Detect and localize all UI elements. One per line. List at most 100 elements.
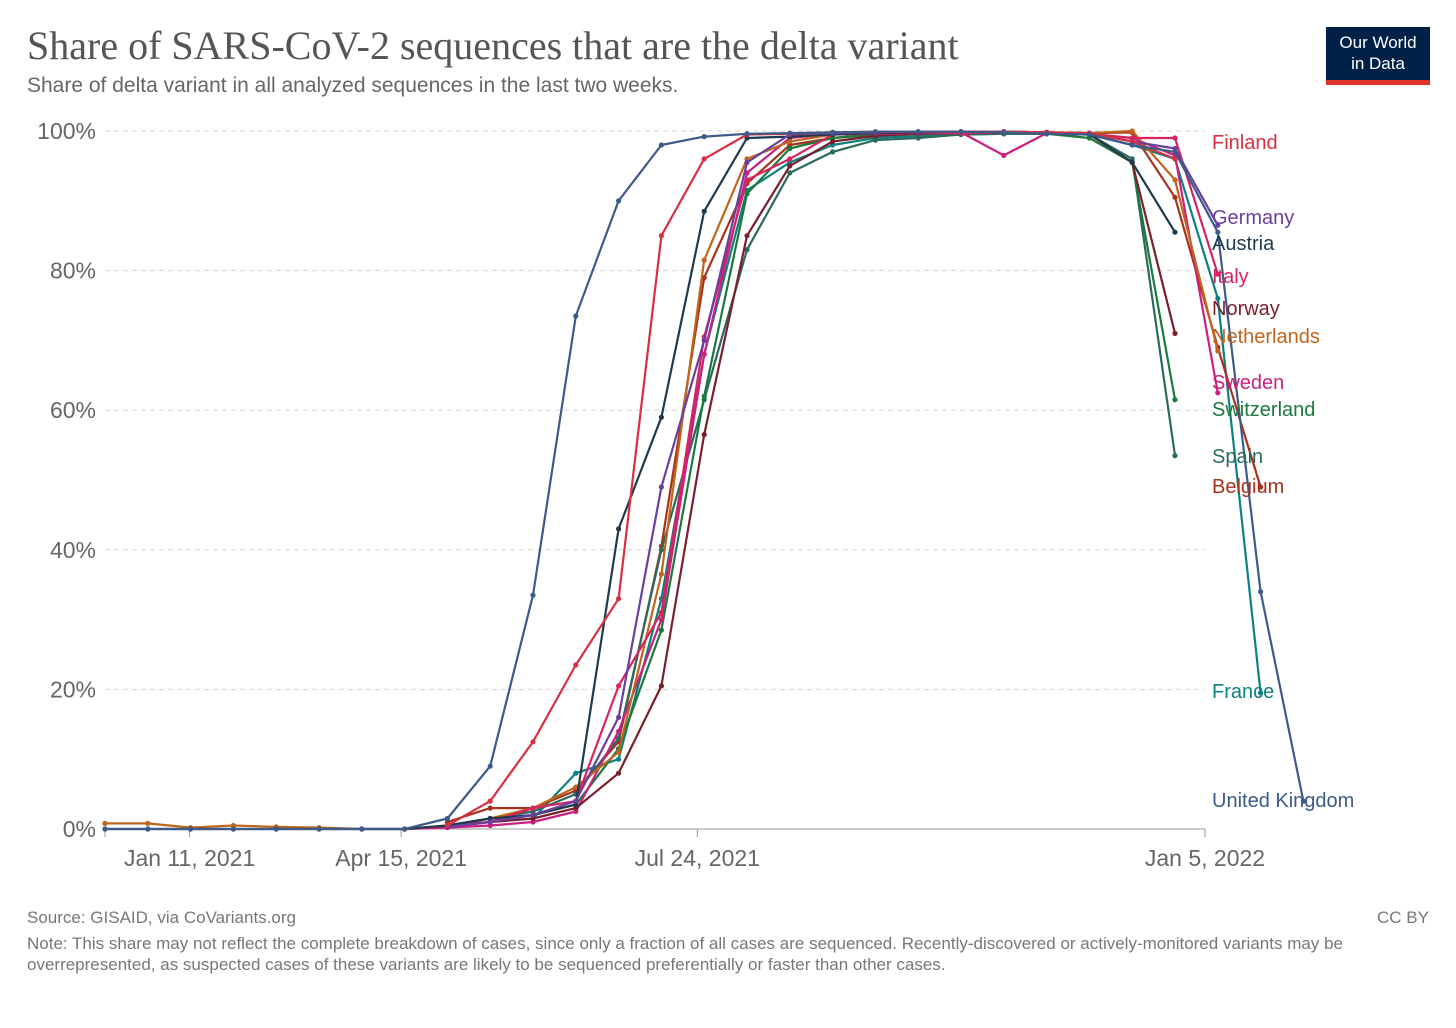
data-point[interactable]: [1172, 156, 1178, 162]
data-point[interactable]: [701, 393, 707, 399]
data-point[interactable]: [701, 432, 707, 438]
data-point[interactable]: [658, 571, 665, 577]
data-point[interactable]: [530, 739, 536, 745]
data-point[interactable]: [273, 826, 279, 832]
data-point[interactable]: [487, 819, 493, 825]
data-point[interactable]: [744, 159, 750, 165]
data-point[interactable]: [616, 749, 622, 755]
data-point[interactable]: [359, 826, 365, 832]
series-label[interactable]: Norway: [1212, 298, 1280, 320]
data-point[interactable]: [316, 826, 322, 832]
series-label[interactable]: Netherlands: [1212, 326, 1320, 348]
data-point[interactable]: [701, 257, 707, 263]
data-point[interactable]: [145, 820, 151, 827]
data-point[interactable]: [787, 170, 793, 176]
series-label[interactable]: Spain: [1212, 446, 1263, 468]
data-point[interactable]: [1001, 152, 1007, 158]
series-line-switzerland[interactable]: [404, 131, 1177, 831]
series-line-united-kingdom[interactable]: [105, 130, 1305, 831]
data-point[interactable]: [402, 826, 408, 832]
data-point[interactable]: [616, 735, 622, 741]
data-point[interactable]: [1129, 142, 1135, 148]
data-point[interactable]: [744, 131, 750, 137]
data-point[interactable]: [1215, 229, 1221, 235]
data-point[interactable]: [830, 138, 836, 145]
series-label[interactable]: Austria: [1212, 233, 1275, 255]
data-point[interactable]: [701, 208, 707, 214]
series-label[interactable]: Italy: [1212, 266, 1249, 288]
data-point[interactable]: [573, 662, 579, 668]
data-point[interactable]: [616, 683, 622, 689]
data-point[interactable]: [658, 617, 665, 623]
series-line-italy[interactable]: [447, 131, 1219, 827]
series-line-spain[interactable]: [447, 132, 1177, 827]
data-point[interactable]: [787, 130, 793, 136]
data-point[interactable]: [658, 627, 665, 633]
data-point[interactable]: [1129, 159, 1135, 165]
data-point[interactable]: [830, 149, 836, 155]
data-point[interactable]: [658, 414, 665, 420]
series-line-austria[interactable]: [105, 130, 1176, 831]
data-point[interactable]: [744, 247, 750, 253]
series-label[interactable]: Germany: [1212, 207, 1294, 229]
data-point[interactable]: [915, 135, 921, 141]
data-point[interactable]: [616, 526, 622, 532]
series-label[interactable]: Finland: [1212, 132, 1278, 154]
series-line-finland[interactable]: [446, 130, 1176, 827]
data-point[interactable]: [958, 129, 964, 135]
data-point[interactable]: [102, 826, 108, 832]
data-point[interactable]: [616, 596, 622, 602]
data-point[interactable]: [744, 233, 750, 239]
data-point[interactable]: [1172, 194, 1178, 200]
data-point[interactable]: [573, 770, 579, 776]
series-line-france[interactable]: [447, 132, 1262, 828]
data-point[interactable]: [616, 728, 622, 734]
owid-logo[interactable]: Our World in Data: [1326, 27, 1430, 85]
data-point[interactable]: [915, 129, 921, 135]
data-point[interactable]: [701, 134, 707, 140]
data-point[interactable]: [744, 191, 750, 197]
data-point[interactable]: [1215, 222, 1221, 228]
data-point[interactable]: [616, 770, 622, 776]
data-point[interactable]: [188, 826, 194, 832]
data-point[interactable]: [658, 484, 665, 490]
data-point[interactable]: [1215, 390, 1221, 396]
data-point[interactable]: [1044, 131, 1050, 137]
data-point[interactable]: [530, 805, 536, 811]
series-label[interactable]: United Kingdom: [1212, 790, 1354, 812]
data-point[interactable]: [530, 812, 536, 818]
data-point[interactable]: [573, 798, 579, 804]
data-point[interactable]: [102, 820, 108, 827]
data-point[interactable]: [787, 163, 793, 169]
data-point[interactable]: [1172, 177, 1178, 183]
data-point[interactable]: [701, 156, 707, 162]
data-point[interactable]: [444, 815, 450, 822]
data-point[interactable]: [616, 756, 622, 762]
data-point[interactable]: [658, 683, 665, 689]
series-line-norway[interactable]: [447, 131, 1177, 827]
data-point[interactable]: [787, 138, 793, 145]
data-point[interactable]: [830, 129, 836, 135]
data-point[interactable]: [1086, 131, 1092, 138]
data-point[interactable]: [573, 313, 579, 319]
data-point[interactable]: [1215, 271, 1221, 277]
data-point[interactable]: [787, 145, 793, 152]
data-point[interactable]: [787, 156, 793, 162]
series-label[interactable]: Sweden: [1212, 372, 1284, 394]
series-label[interactable]: Belgium: [1212, 476, 1284, 498]
data-point[interactable]: [487, 798, 493, 804]
data-point[interactable]: [701, 351, 707, 357]
series-label[interactable]: France: [1212, 681, 1274, 703]
data-point[interactable]: [1001, 129, 1007, 135]
data-point[interactable]: [230, 826, 236, 832]
data-point[interactable]: [1172, 149, 1178, 155]
data-point[interactable]: [658, 610, 665, 616]
data-point[interactable]: [530, 592, 536, 598]
data-point[interactable]: [487, 763, 493, 769]
series-line-sweden[interactable]: [404, 131, 1219, 831]
data-point[interactable]: [1172, 135, 1178, 141]
data-point[interactable]: [872, 137, 879, 143]
license-label[interactable]: CC BY: [1377, 908, 1429, 927]
data-point[interactable]: [573, 784, 579, 790]
data-point[interactable]: [1215, 295, 1221, 302]
